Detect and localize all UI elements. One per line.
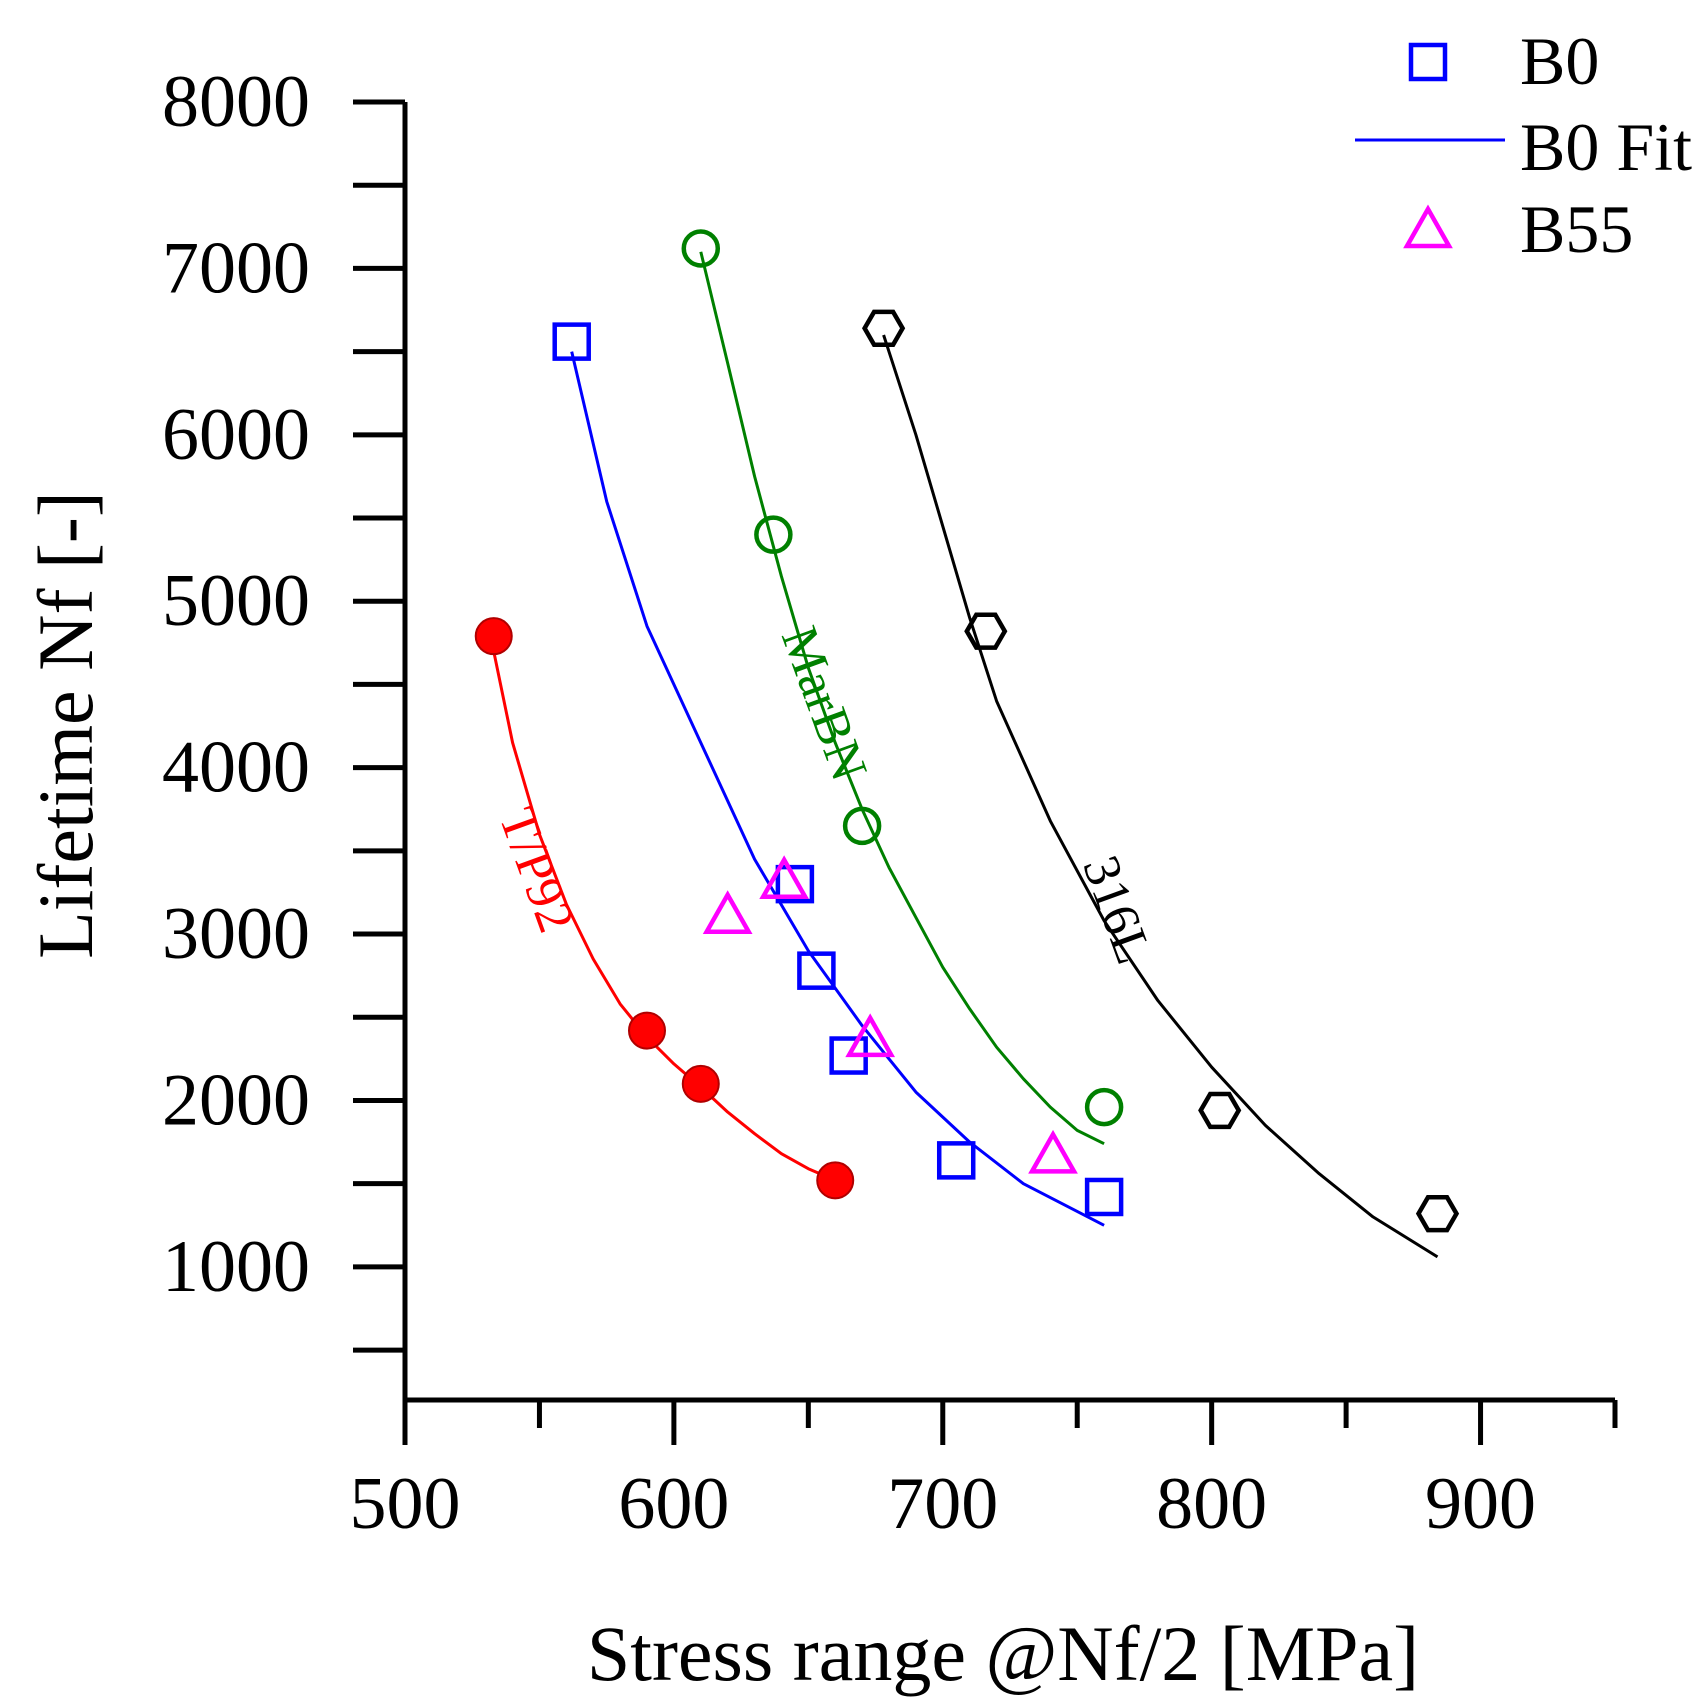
y-tick-label: 5000 xyxy=(162,560,310,642)
legend-label: B0 xyxy=(1520,23,1599,99)
tp92-filled-circle-marker xyxy=(681,1064,720,1103)
t-p92-annotation: T/P92 xyxy=(488,801,585,940)
tp92-filled-circle-marker xyxy=(474,617,513,656)
annotations: MarBN 316L T/P92 xyxy=(488,619,1163,971)
data-markers xyxy=(474,229,1460,1233)
marbn-fit-curve xyxy=(699,251,1105,1146)
b55-triangle-marker xyxy=(1403,204,1453,249)
axes: 500 600 700 800 900 1000 2000 3000 4000 5000 6000 7… xyxy=(162,61,1618,1545)
x-tick-label: 800 xyxy=(1156,1463,1267,1545)
legend-label: B55 xyxy=(1520,191,1633,267)
b55-triangle-marker xyxy=(702,890,753,934)
b55-triangle-marker xyxy=(845,1013,896,1058)
y-axis-label: Lifetime Nf [-] xyxy=(22,491,109,959)
x-tick-label: 900 xyxy=(1425,1463,1536,1545)
y-tick-label: 7000 xyxy=(162,227,310,309)
b0-square-marker xyxy=(1084,1177,1124,1217)
316l-hexagon-marker xyxy=(1415,1194,1460,1233)
y-tick-label: 1000 xyxy=(162,1226,310,1308)
316l-annotation: 316L xyxy=(1071,849,1162,972)
y-tick-label: 8000 xyxy=(162,61,310,143)
marbn-circle-marker xyxy=(681,229,721,268)
316l-hexagon-marker xyxy=(862,309,906,348)
b0-fit-curve xyxy=(570,351,1105,1227)
marbn-circle-marker xyxy=(1084,1087,1124,1127)
t-p92-fit-curve xyxy=(492,650,836,1182)
tp92-filled-circle-marker xyxy=(816,1161,855,1200)
legend-label: B0 Fit xyxy=(1520,109,1692,185)
b0-square-marker xyxy=(1408,42,1448,82)
y-tick-label: 4000 xyxy=(162,727,310,809)
b55-triangle-marker xyxy=(759,855,809,900)
b0-square-marker xyxy=(552,322,591,361)
marbn-annotation: MarBN xyxy=(770,619,878,788)
y-tick-label: 3000 xyxy=(162,893,310,975)
x-tick-label: 700 xyxy=(887,1463,998,1545)
tp92-filled-circle-marker xyxy=(628,1011,666,1050)
316l-fit-curve xyxy=(882,334,1439,1259)
fit-curves xyxy=(492,251,1439,1259)
b0-square-marker xyxy=(797,951,836,990)
x-tick-label: 600 xyxy=(618,1463,729,1545)
marbn-circle-marker xyxy=(842,806,882,846)
316l-hexagon-marker xyxy=(1198,1091,1242,1130)
y-tick-label: 6000 xyxy=(162,394,310,476)
marbn-circle-marker xyxy=(754,515,793,554)
x-tick-label: 500 xyxy=(350,1463,461,1545)
b55-triangle-marker xyxy=(1028,1129,1078,1174)
316l-hexagon-marker xyxy=(964,612,1008,650)
b0-square-marker xyxy=(775,864,815,904)
y-tick-label: 2000 xyxy=(162,1059,310,1141)
b0-square-marker xyxy=(936,1141,976,1180)
x-axis-label: Stress range @Nf/2 [MPa] xyxy=(587,1610,1419,1697)
